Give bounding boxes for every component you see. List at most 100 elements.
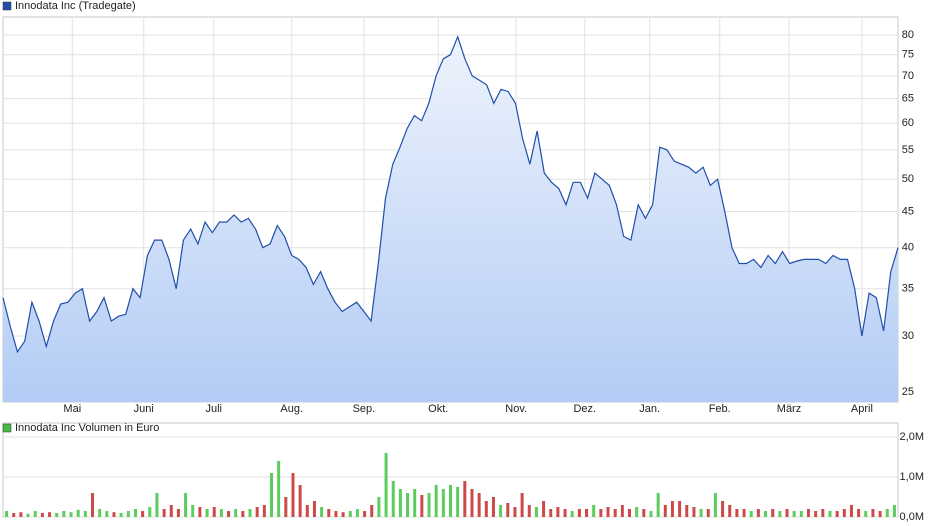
volume-bar <box>434 485 438 517</box>
volume-bar <box>814 511 818 517</box>
volume-bar <box>721 501 725 517</box>
volume-bar <box>735 509 739 517</box>
volume-bar <box>456 487 460 517</box>
volume-bar <box>885 509 889 517</box>
volume-bar <box>12 513 16 517</box>
volume-bar <box>470 489 474 517</box>
volume-bar <box>713 493 717 517</box>
volume-bar <box>413 489 417 517</box>
volume-bar <box>441 489 445 517</box>
volume-bar <box>427 493 431 517</box>
volume-bar <box>26 513 30 517</box>
volume-bar <box>628 509 631 517</box>
volume-bar <box>785 509 789 517</box>
volume-bar <box>355 509 359 517</box>
x-tick-label: Mai <box>63 403 81 415</box>
volume-bar <box>749 511 753 517</box>
volume-bar <box>291 473 295 517</box>
volume-bar <box>227 511 231 517</box>
y-tick-label: 2,0M <box>900 431 924 443</box>
x-tick-label: Sep. <box>353 403 376 415</box>
volume-bar <box>756 509 760 517</box>
y-tick-label: 75 <box>902 49 914 61</box>
volume-bar <box>212 507 216 517</box>
x-tick-label: Jan. <box>639 403 660 415</box>
volume-bar <box>663 505 667 517</box>
volume-bar <box>133 509 137 517</box>
volume-bar <box>742 509 746 517</box>
volume-bar <box>577 509 581 517</box>
x-tick-label: März <box>777 403 801 415</box>
x-tick-label: Juli <box>206 403 223 415</box>
volume-bar <box>255 507 259 517</box>
volume-bar <box>126 511 130 517</box>
x-tick-label: Dez. <box>573 403 596 415</box>
y-tick-label: 70 <box>902 70 914 82</box>
y-tick-label: 25 <box>902 386 914 398</box>
volume-bar <box>534 507 538 517</box>
volume-bar <box>219 509 223 517</box>
volume-bar <box>312 501 316 517</box>
volume-bar <box>391 481 395 517</box>
volume-bar <box>570 511 574 517</box>
volume-bar <box>363 511 367 517</box>
volume-bar <box>55 513 59 517</box>
volume-bar <box>792 511 796 517</box>
volume-bar <box>277 461 281 517</box>
volume-bar <box>248 509 252 517</box>
volume-bar <box>5 511 9 517</box>
volume-bar <box>327 509 331 517</box>
legend-label: Innodata Inc Volumen in Euro <box>15 422 159 434</box>
y-tick-label: 60 <box>902 117 914 129</box>
legend-swatch <box>2 423 12 433</box>
volume-bar <box>549 509 553 517</box>
volume-bar <box>105 511 109 517</box>
y-tick-label: 65 <box>902 93 914 105</box>
volume-bar <box>119 513 123 517</box>
volume-bar <box>76 509 80 517</box>
volume-bar <box>334 511 338 517</box>
volume-bar <box>69 512 73 517</box>
volume-bar <box>112 512 116 517</box>
volume-bar <box>599 509 603 517</box>
volume-bar <box>527 505 531 517</box>
volume-bar <box>162 509 166 517</box>
volume-bar <box>764 511 768 517</box>
volume-bar <box>398 489 402 517</box>
volume-bar <box>348 511 352 517</box>
x-tick-label: Nov. <box>505 403 527 415</box>
volume-bar <box>892 505 896 517</box>
volume-bar <box>484 501 488 517</box>
volume-bar <box>298 485 302 517</box>
volume-bar <box>91 493 94 517</box>
volume-bar <box>506 503 510 517</box>
volume-bar <box>613 509 617 517</box>
volume-bar <box>341 512 345 517</box>
volume-bar <box>685 505 689 517</box>
y-tick-label: 50 <box>902 173 914 185</box>
volume-bar <box>241 511 245 517</box>
volume-bar <box>370 505 374 517</box>
y-tick-label: 45 <box>902 205 914 217</box>
volume-bar <box>48 512 52 517</box>
volume-bar <box>205 509 209 517</box>
volume-bar <box>670 501 674 517</box>
volume-bar <box>799 511 803 517</box>
volume-bar <box>835 511 839 517</box>
volume-bar <box>606 507 610 517</box>
volume-bar <box>864 511 868 517</box>
y-tick-label: 55 <box>902 144 914 156</box>
volume-bar <box>449 485 452 517</box>
volume-bar <box>692 507 696 517</box>
volume-bar <box>871 509 875 517</box>
y-tick-label: 35 <box>902 283 914 295</box>
y-tick-label: 40 <box>902 242 914 254</box>
volume-bar <box>477 493 481 517</box>
y-tick-label: 80 <box>902 29 914 41</box>
volume-bar <box>420 495 424 517</box>
volume-bar <box>384 453 388 517</box>
price-line <box>2 35 899 354</box>
volume-bar <box>62 511 66 517</box>
volume-bar <box>198 507 202 517</box>
